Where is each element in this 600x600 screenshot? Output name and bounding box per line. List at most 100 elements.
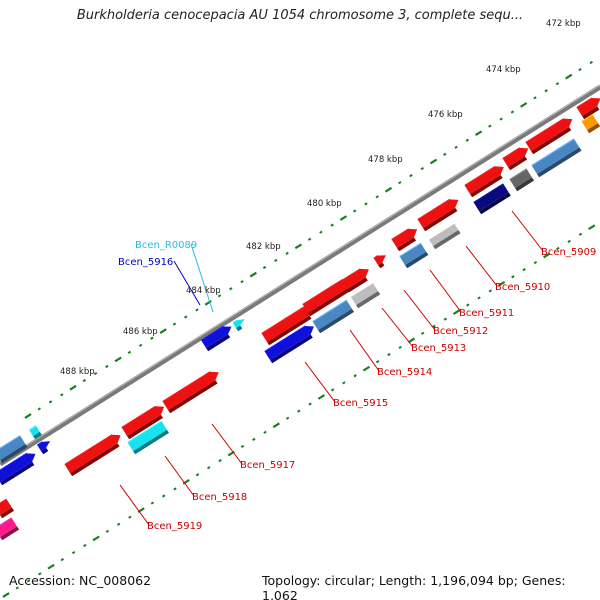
scale-minor-tick	[443, 152, 447, 156]
gene-block-reverse[interactable]	[312, 299, 355, 334]
gene-block-forward[interactable]	[121, 405, 165, 440]
gene-block-highlight	[417, 198, 451, 221]
scale-minor-tick	[352, 209, 357, 213]
gene-block-reverse[interactable]	[473, 183, 511, 215]
gene-block-reverse[interactable]	[36, 441, 51, 455]
scale-major-tick	[204, 300, 212, 306]
gene-block-forward[interactable]	[576, 97, 600, 120]
gene-label[interactable]: Bcen_5910	[495, 282, 550, 293]
scale-minor-tick	[319, 230, 323, 234]
scale-label: 486 kbp	[123, 327, 158, 337]
gene-label[interactable]: Bcen_5918	[192, 492, 247, 503]
scale-minor-tick	[240, 444, 245, 449]
gene-label[interactable]: Bcen_5909	[541, 247, 596, 258]
gene-block-shadow	[423, 207, 458, 232]
gene-block-face	[0, 499, 12, 515]
scale-minor-tick	[38, 572, 42, 576]
gene-block-reverse[interactable]	[399, 242, 429, 269]
gene-label[interactable]: Bcen_5912	[433, 326, 488, 337]
gene-block-forward[interactable]	[464, 165, 504, 198]
gene-block-shadow	[308, 287, 350, 317]
gene-block-face	[121, 406, 165, 436]
gene-block-shadow	[0, 461, 35, 486]
scale-major-tick	[159, 328, 167, 335]
gene-label[interactable]: Bcen_R0089	[135, 240, 197, 251]
gene-block-shadow	[433, 230, 461, 250]
gene-block-shadow	[33, 431, 42, 440]
gene-label[interactable]: Bcen_5919	[147, 521, 202, 532]
gene-block-shadow	[582, 106, 600, 120]
gene-block-shadow	[347, 277, 368, 293]
gene-block-rna[interactable]	[232, 319, 245, 332]
gene-label[interactable]: Bcen_5911	[459, 308, 514, 319]
topology-summary: Topology: circular; Length: 1,196,094 bp…	[262, 573, 566, 600]
gene-block-reverse[interactable]	[0, 435, 28, 464]
gene-block-forward[interactable]	[391, 228, 418, 252]
gene-block-highlight	[200, 326, 224, 341]
gene-block-highlight	[0, 498, 7, 504]
scale-major-tick	[384, 186, 393, 193]
scale-minor-tick	[364, 202, 368, 206]
scale-minor-tick	[150, 501, 155, 505]
gene-block-reverse[interactable]	[428, 222, 461, 250]
gene-block-reverse[interactable]	[127, 420, 170, 455]
gene-block-reverse[interactable]	[200, 326, 232, 352]
gene-block-reverse[interactable]	[509, 168, 535, 192]
gene-block-forward[interactable]	[162, 371, 219, 414]
label-leader-line	[349, 329, 380, 372]
scale-minor-tick	[353, 374, 357, 378]
gene-label[interactable]: Bcen_5915	[333, 398, 388, 409]
gene-label[interactable]: Bcen_5917	[240, 460, 295, 471]
scale-minor-tick	[567, 239, 571, 243]
gene-block-highlight	[525, 118, 565, 144]
gene-label[interactable]: Bcen_5916	[118, 257, 173, 268]
gene-block-forward[interactable]	[502, 147, 529, 171]
scale-minor-tick	[488, 124, 492, 128]
gene-block-forward[interactable]	[302, 279, 352, 317]
gene-block-face	[341, 268, 369, 289]
scale-minor-tick	[128, 515, 132, 519]
scale-minor-tick	[477, 296, 481, 300]
scale-minor-tick	[556, 246, 560, 251]
gene-block-forward[interactable]	[525, 118, 573, 155]
scale-major-tick	[543, 252, 551, 259]
scale-minor-tick	[522, 268, 526, 272]
scale-minor-tick	[173, 487, 177, 491]
gene-block-forward[interactable]	[341, 268, 369, 293]
gene-block-forward[interactable]	[373, 255, 387, 269]
gene-block-reverse[interactable]	[350, 282, 381, 309]
scale-minor-tick	[398, 345, 402, 350]
scale-minor-tick	[127, 350, 132, 354]
gene-block-shadow	[378, 262, 385, 269]
scale-minor-tick	[589, 60, 593, 65]
gene-block-reverse[interactable]	[581, 114, 600, 134]
scale-major-tick	[24, 413, 32, 419]
scale-minor-tick	[375, 360, 380, 364]
scale-major-tick	[317, 394, 326, 400]
gene-block-face	[127, 421, 167, 451]
gene-label[interactable]: Bcen_5914	[377, 367, 432, 378]
gene-block-forward[interactable]	[64, 434, 121, 477]
gene-block-shadow	[0, 507, 15, 519]
gene-block-highlight	[341, 268, 361, 282]
gene-label[interactable]: Bcen_5913	[411, 343, 466, 354]
gene-block-reverse[interactable]	[0, 452, 36, 486]
scale-minor-tick	[421, 331, 425, 335]
scale-major-tick	[272, 422, 280, 429]
gene-block-forward[interactable]	[417, 198, 459, 232]
scale-minor-tick	[26, 579, 31, 583]
label-leader-line	[465, 245, 498, 287]
gene-block-reverse[interactable]	[264, 325, 314, 364]
gene-block-rna[interactable]	[28, 425, 42, 440]
gene-block-highlight	[464, 165, 496, 187]
gene-block-reverse[interactable]	[531, 138, 582, 178]
gene-block-forward[interactable]	[261, 306, 313, 346]
gene-block-highlight	[531, 138, 575, 167]
gene-block-reverse[interactable]	[0, 517, 20, 541]
scale-minor-tick	[105, 364, 109, 369]
gene-block-forward[interactable]	[0, 498, 15, 519]
map-title: Burkholderia cenocepacia AU 1054 chromos…	[76, 8, 524, 23]
scale-label: 484 kbp	[186, 286, 221, 296]
scale-minor-tick	[207, 466, 211, 470]
scale-minor-tick	[183, 315, 188, 319]
